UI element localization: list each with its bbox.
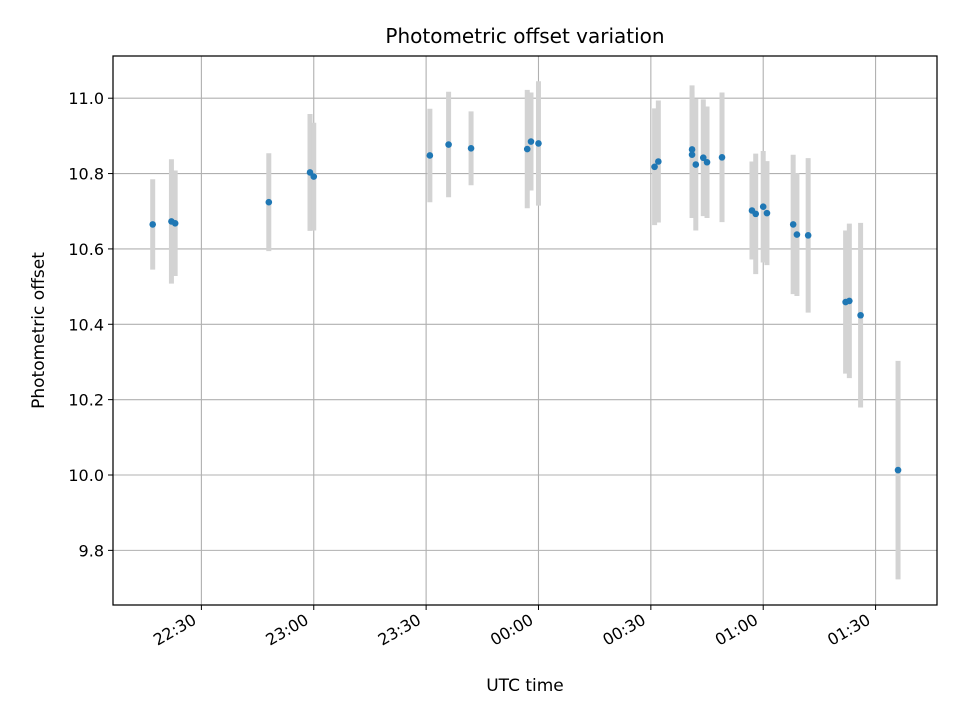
error-bars [150, 81, 901, 580]
data-point [699, 154, 707, 162]
plot-frame [112, 55, 938, 606]
x-tick-label: 23:30 [375, 610, 424, 650]
x-tick-label: 01:30 [824, 610, 873, 650]
data-point [527, 138, 535, 145]
data-point [265, 198, 273, 206]
data-point [846, 297, 853, 305]
data-point [688, 151, 696, 159]
y-tick-label: 10.0 [68, 466, 104, 485]
y-tick-label: 10.6 [68, 240, 104, 259]
y-axis-label: Photometric offset [29, 252, 49, 409]
data-point [789, 221, 797, 228]
data-point [692, 161, 700, 168]
data-point [426, 152, 434, 159]
data-point [752, 210, 760, 218]
data-point [703, 158, 711, 166]
chart-title: Photometric offset variation [385, 24, 664, 48]
x-tick-label: 22:30 [150, 610, 199, 650]
data-point [445, 141, 452, 148]
data-point [793, 231, 801, 238]
y-tick-label: 10.2 [68, 391, 104, 410]
data-point [763, 209, 771, 217]
data-point [718, 154, 726, 161]
data-point [857, 311, 864, 319]
data-point [759, 203, 767, 211]
x-tick-label: 23:00 [262, 610, 311, 650]
y-tick-label: 9.8 [79, 541, 104, 560]
data-point [688, 146, 696, 153]
y-tick-label: 10.4 [68, 315, 104, 334]
data-points [149, 138, 902, 474]
data-point [894, 466, 902, 474]
data-point [467, 145, 475, 152]
data-point [171, 219, 179, 227]
data-point [651, 163, 658, 171]
data-point [655, 158, 662, 165]
y-tick-label: 11.0 [68, 89, 104, 108]
x-tick-label: 00:00 [487, 610, 536, 650]
y-tick-label: 10.8 [68, 165, 104, 184]
x-tick-label: 01:00 [712, 610, 761, 650]
data-point [804, 232, 812, 239]
x-tick-label: 00:30 [599, 610, 648, 650]
x-axis-label: UTC time [486, 676, 564, 696]
data-point [149, 221, 157, 228]
data-point [310, 173, 318, 180]
data-point [523, 145, 531, 153]
data-point [535, 140, 542, 147]
